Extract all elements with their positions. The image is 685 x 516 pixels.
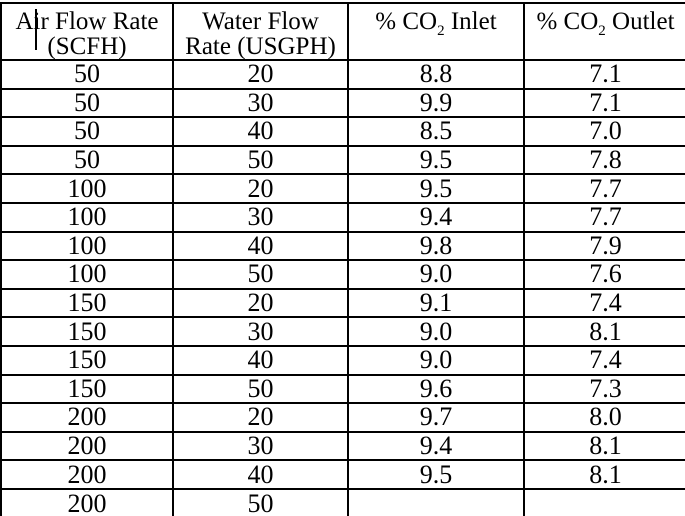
table-cell: 9.4 <box>347 430 525 462</box>
header-line-2: Rate (USGPH) <box>185 33 336 60</box>
table-row: 50 30 9.9 7.1 <box>0 87 685 119</box>
table-cell: 9.5 <box>347 144 525 176</box>
table-row: 50 40 8.5 7.0 <box>0 116 685 147</box>
table-cell: 40 <box>172 116 349 147</box>
header-line-1: Water Flow <box>202 8 319 35</box>
table-cell: 9.4 <box>347 201 525 233</box>
table-cell: 150 <box>0 373 174 405</box>
table-cell: 8.1 <box>523 459 685 490</box>
table-cell: 50 <box>0 87 174 119</box>
table-cell: 30 <box>172 316 349 347</box>
table-cell: 20 <box>172 402 349 433</box>
table-cell: 7.3 <box>523 373 685 405</box>
table-cell: 9.9 <box>347 87 525 119</box>
table-cell: 100 <box>0 259 174 290</box>
table-row: 50 20 8.8 7.1 <box>0 59 685 90</box>
table-cell: 8.8 <box>347 59 525 90</box>
header-text: % CO <box>375 8 438 35</box>
subscript: 2 <box>598 23 606 39</box>
subscript: 2 <box>437 23 445 39</box>
table-cell: 40 <box>172 459 349 490</box>
table-cell: 50 <box>0 144 174 176</box>
table-cell: 20 <box>172 173 349 204</box>
table-row: 200 30 9.4 8.1 <box>0 430 685 462</box>
column-header-co2-inlet: % CO2 Inlet <box>347 2 525 61</box>
table-row: 100 20 9.5 7.7 <box>0 173 685 204</box>
table-cell: 100 <box>0 230 174 262</box>
table-cell: 20 <box>172 59 349 90</box>
table-cell: 100 <box>0 173 174 204</box>
table-cell: 150 <box>0 344 174 376</box>
table-cell: 200 <box>0 487 174 516</box>
table-cell: 8.0 <box>523 402 685 433</box>
table-cell: 7.8 <box>523 144 685 176</box>
table-body: 50 20 8.8 7.1 50 30 9.9 7.1 50 40 8.5 7.0 50 50 9.5 7.8… <box>0 59 685 516</box>
table-cell: 7.4 <box>523 287 685 319</box>
table-row: 150 40 9.0 7.4 <box>0 344 685 376</box>
header-line-1: Air Flow Rate <box>15 8 159 35</box>
table-cell <box>347 487 525 516</box>
table-cell: 50 <box>172 487 349 516</box>
table-cell: 30 <box>172 87 349 119</box>
table-cell: 9.5 <box>347 459 525 490</box>
table-cell: 8.5 <box>347 116 525 147</box>
table-cell: 30 <box>172 201 349 233</box>
table-cell: 200 <box>0 402 174 433</box>
table-row: 200 20 9.7 8.0 <box>0 402 685 433</box>
table-cell: 150 <box>0 316 174 347</box>
table-cell: 50 <box>0 116 174 147</box>
table-cell: 7.7 <box>523 201 685 233</box>
text-cursor <box>35 9 37 50</box>
table-cell: 7.1 <box>523 59 685 90</box>
table-cell: 7.6 <box>523 259 685 290</box>
table-row: 100 30 9.4 7.7 <box>0 201 685 233</box>
table-cell: 200 <box>0 430 174 462</box>
table-cell <box>523 487 685 516</box>
column-header-co2-outlet: % CO2 Outlet <box>523 2 685 61</box>
table-row: 200 40 9.5 8.1 <box>0 459 685 490</box>
table-cell: 20 <box>172 287 349 319</box>
table-cell: 7.1 <box>523 87 685 119</box>
table-cell: 100 <box>0 201 174 233</box>
column-header-water-flow-rate: Water Flow Rate (USGPH) <box>172 2 349 61</box>
table-row: 200 50 <box>0 487 685 516</box>
table-cell: 7.4 <box>523 344 685 376</box>
table-row: 150 50 9.6 7.3 <box>0 373 685 405</box>
table-cell: 9.1 <box>347 287 525 319</box>
table-cell: 7.0 <box>523 116 685 147</box>
table-cell: 7.9 <box>523 230 685 262</box>
table-cell: 8.1 <box>523 430 685 462</box>
header-text: Outlet <box>605 8 675 35</box>
table-cell: 150 <box>0 287 174 319</box>
table-row: 150 30 9.0 8.1 <box>0 316 685 347</box>
table-cell: 9.6 <box>347 373 525 405</box>
table-cell: 8.1 <box>523 316 685 347</box>
table-cell: 50 <box>0 59 174 90</box>
table-row: 50 50 9.5 7.8 <box>0 144 685 176</box>
table-row: 100 40 9.8 7.9 <box>0 230 685 262</box>
table-cell: 30 <box>172 430 349 462</box>
table-cell: 40 <box>172 344 349 376</box>
table-cell: 9.8 <box>347 230 525 262</box>
table-cell: 9.0 <box>347 316 525 347</box>
table-cell: 9.0 <box>347 344 525 376</box>
header-text: Inlet <box>444 8 497 35</box>
table-cell: 9.5 <box>347 173 525 204</box>
table-cell: 50 <box>172 373 349 405</box>
table-row: 100 50 9.0 7.6 <box>0 259 685 290</box>
table-cell: 9.7 <box>347 402 525 433</box>
table-cell: 40 <box>172 230 349 262</box>
header-row: Air Flow Rate (SCFH) Water Flow Rate (US… <box>0 2 685 61</box>
table-cell: 200 <box>0 459 174 490</box>
header-text: % CO <box>536 8 599 35</box>
table-cell: 50 <box>172 144 349 176</box>
table-row: 150 20 9.1 7.4 <box>0 287 685 319</box>
table-cell: 50 <box>172 259 349 290</box>
header-line-2: (SCFH) <box>47 33 127 60</box>
column-header-air-flow-rate: Air Flow Rate (SCFH) <box>0 2 174 61</box>
table-cell: 9.0 <box>347 259 525 290</box>
table-cell: 7.7 <box>523 173 685 204</box>
